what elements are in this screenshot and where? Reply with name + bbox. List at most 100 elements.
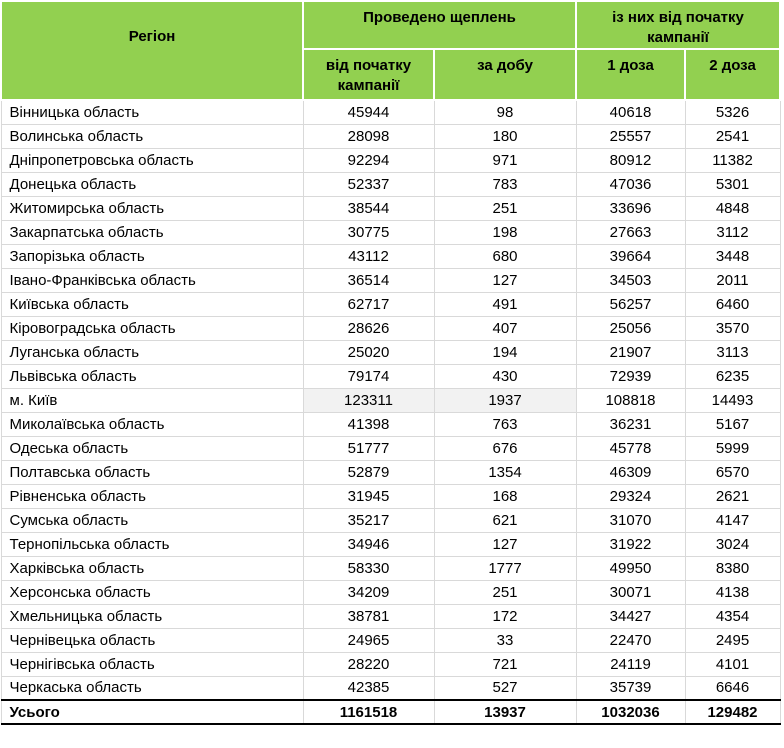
header-row-subcolumns: від початку кампанії за добу 1 доза 2 до… [1, 48, 781, 101]
value-cell: 5326 [684, 99, 781, 125]
region-cell: м. Київ [0, 387, 304, 413]
vaccination-table: Регіон Проведено щеплень із них від поча… [0, 0, 781, 725]
table-row: Вінницька область 45944 98 40618 5326 [0, 99, 781, 125]
region-cell: Івано-Франківська область [0, 267, 304, 293]
value-cell: 46309 [575, 459, 686, 485]
value-cell: 763 [433, 411, 577, 437]
value-cell: 721 [433, 651, 577, 677]
value-cell: 92294 [302, 147, 435, 173]
region-cell: Рівненська область [0, 483, 304, 509]
region-cell: Запорізька область [0, 243, 304, 269]
value-cell: 52337 [302, 171, 435, 197]
value-cell: 6460 [684, 291, 781, 317]
value-cell: 5167 [684, 411, 781, 437]
region-cell: Одеська область [0, 435, 304, 461]
value-cell: 108818 [575, 387, 686, 413]
value-cell: 168 [433, 483, 577, 509]
value-cell: 180 [433, 123, 577, 149]
region-cell: Волинська область [0, 123, 304, 149]
table-row: м. Київ 123311 1937 108818 14493 [0, 387, 781, 413]
value-cell: 527 [433, 675, 577, 701]
region-cell: Сумська область [0, 507, 304, 533]
region-cell: Закарпатська область [0, 219, 304, 245]
value-cell: 971 [433, 147, 577, 173]
region-cell: Черкаська область [0, 675, 304, 701]
value-cell: 56257 [575, 291, 686, 317]
value-cell: 33696 [575, 195, 686, 221]
value-cell: 1777 [433, 555, 577, 581]
table-row: Івано-Франківська область 36514 127 34503 20… [0, 267, 781, 293]
column-group-vaccinations-performed: Проведено щеплень [302, 0, 577, 50]
value-cell: 62717 [302, 291, 435, 317]
value-cell: 28220 [302, 651, 435, 677]
value-cell: 21907 [575, 339, 686, 365]
value-cell: 5999 [684, 435, 781, 461]
region-cell: Львівська область [0, 363, 304, 389]
region-cell: Тернопільська область [0, 531, 304, 557]
value-cell: 6235 [684, 363, 781, 389]
value-cell: 79174 [302, 363, 435, 389]
table-body: Вінницька область 45944 98 40618 5326 Волинсь… [0, 99, 781, 701]
region-cell: Хмельницька область [0, 603, 304, 629]
value-cell: 2495 [684, 627, 781, 653]
value-cell: 6646 [684, 675, 781, 701]
value-cell: 8380 [684, 555, 781, 581]
region-cell: Житомирська область [0, 195, 304, 221]
value-cell: 49950 [575, 555, 686, 581]
value-cell: 11382 [684, 147, 781, 173]
value-cell: 40618 [575, 99, 686, 125]
value-cell: 51777 [302, 435, 435, 461]
value-cell: 14493 [684, 387, 781, 413]
value-cell: 676 [433, 435, 577, 461]
value-cell: 28626 [302, 315, 435, 341]
value-cell: 45944 [302, 99, 435, 125]
total-per-day: 13937 [433, 699, 577, 725]
value-cell: 42385 [302, 675, 435, 701]
table-row: Запорізька область 43112 680 39664 3448 [0, 243, 781, 269]
region-cell: Полтавська область [0, 459, 304, 485]
value-cell: 45778 [575, 435, 686, 461]
region-cell: Кіровоградська область [0, 315, 304, 341]
total-since-start: 1161518 [302, 699, 435, 725]
region-cell: Київська область [0, 291, 304, 317]
table-row: Полтавська область 52879 1354 46309 6570 [0, 459, 781, 485]
table-row: Чернівецька область 24965 33 22470 2495 [0, 627, 781, 653]
table-row: Дніпропетровська область 92294 971 80912 113… [0, 147, 781, 173]
value-cell: 2621 [684, 483, 781, 509]
table-row: Чернігівська область 28220 721 24119 4101 [0, 651, 781, 677]
table-row: Одеська область 51777 676 45778 5999 [0, 435, 781, 461]
value-cell: 27663 [575, 219, 686, 245]
region-cell: Донецька область [0, 171, 304, 197]
value-cell: 25056 [575, 315, 686, 341]
value-cell: 198 [433, 219, 577, 245]
value-cell: 783 [433, 171, 577, 197]
value-cell: 4101 [684, 651, 781, 677]
value-cell: 34427 [575, 603, 686, 629]
value-cell: 3024 [684, 531, 781, 557]
table-row: Житомирська область 38544 251 33696 4848 [0, 195, 781, 221]
table-row: Львівська область 79174 430 72939 6235 [0, 363, 781, 389]
region-cell: Чернігівська область [0, 651, 304, 677]
value-cell: 35217 [302, 507, 435, 533]
value-cell: 22470 [575, 627, 686, 653]
value-cell: 30071 [575, 579, 686, 605]
value-cell: 680 [433, 243, 577, 269]
column-header-region: Регіон [0, 0, 304, 101]
value-cell: 6570 [684, 459, 781, 485]
total-dose-2: 129482 [684, 699, 781, 725]
table-row: Миколаївська область 41398 763 36231 5167 [0, 411, 781, 437]
value-cell: 3112 [684, 219, 781, 245]
value-cell: 28098 [302, 123, 435, 149]
region-cell: Харківська область [0, 555, 304, 581]
value-cell: 127 [433, 531, 577, 557]
value-cell: 4848 [684, 195, 781, 221]
region-cell: Дніпропетровська область [0, 147, 304, 173]
value-cell: 31922 [575, 531, 686, 557]
table-row: Донецька область 52337 783 47036 5301 [0, 171, 781, 197]
column-group-since-campaign-start: із них від початку кампанії [575, 0, 781, 50]
value-cell: 172 [433, 603, 577, 629]
value-cell: 621 [433, 507, 577, 533]
table-row: Тернопільська область 34946 127 31922 3024 [0, 531, 781, 557]
total-label: Усього [0, 699, 304, 725]
table-row: Сумська область 35217 621 31070 4147 [0, 507, 781, 533]
